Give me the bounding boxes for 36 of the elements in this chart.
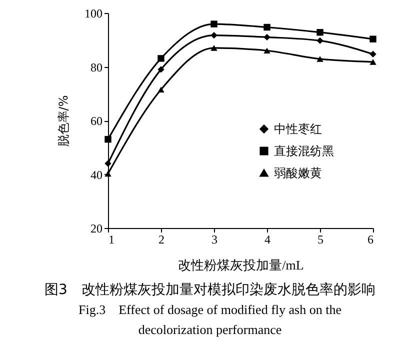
point [210, 45, 218, 51]
x-tick-label: 5 [318, 232, 324, 246]
point [316, 56, 324, 62]
y-tick-label: 80 [90, 60, 102, 74]
y-tick-label: 100 [84, 6, 102, 20]
point [210, 20, 218, 28]
point [210, 32, 218, 39]
point [264, 34, 270, 41]
legend-label: 直接混纺黑 [274, 144, 334, 158]
point [264, 48, 270, 54]
point [370, 50, 376, 58]
caption: Fig.3 Effect of dosage of modified fly ash on the [78, 301, 342, 319]
y-axis-title: 脱色率/% [56, 95, 70, 147]
caption: 图3 改性粉煤灰投加量对模拟印染废水脱色率的影响 [44, 281, 376, 300]
legend-label: 弱酸嫩黄 [274, 166, 322, 180]
point [370, 36, 376, 42]
y-tick-label: 40 [90, 168, 102, 182]
y-tick-label: 20 [90, 222, 102, 236]
point [158, 55, 164, 62]
point [316, 37, 324, 44]
point [104, 136, 112, 143]
x-tick-label: 4 [264, 232, 270, 246]
x-axis-title: 改性粉煤灰投加量/mL [178, 258, 304, 272]
x-tick-label: 3 [212, 232, 218, 246]
y-tick-label: 60 [90, 114, 102, 128]
x-tick-label: 2 [158, 232, 164, 246]
text: decolorization performance [137, 321, 283, 339]
point [158, 66, 164, 73]
x-tick-label: 1 [108, 232, 114, 246]
x-tick-label: 6 [368, 232, 374, 246]
point [370, 59, 376, 65]
point [316, 28, 324, 36]
point [104, 160, 112, 167]
legend-label: 中性枣红 [274, 122, 322, 136]
point [264, 24, 270, 31]
point [158, 86, 164, 92]
